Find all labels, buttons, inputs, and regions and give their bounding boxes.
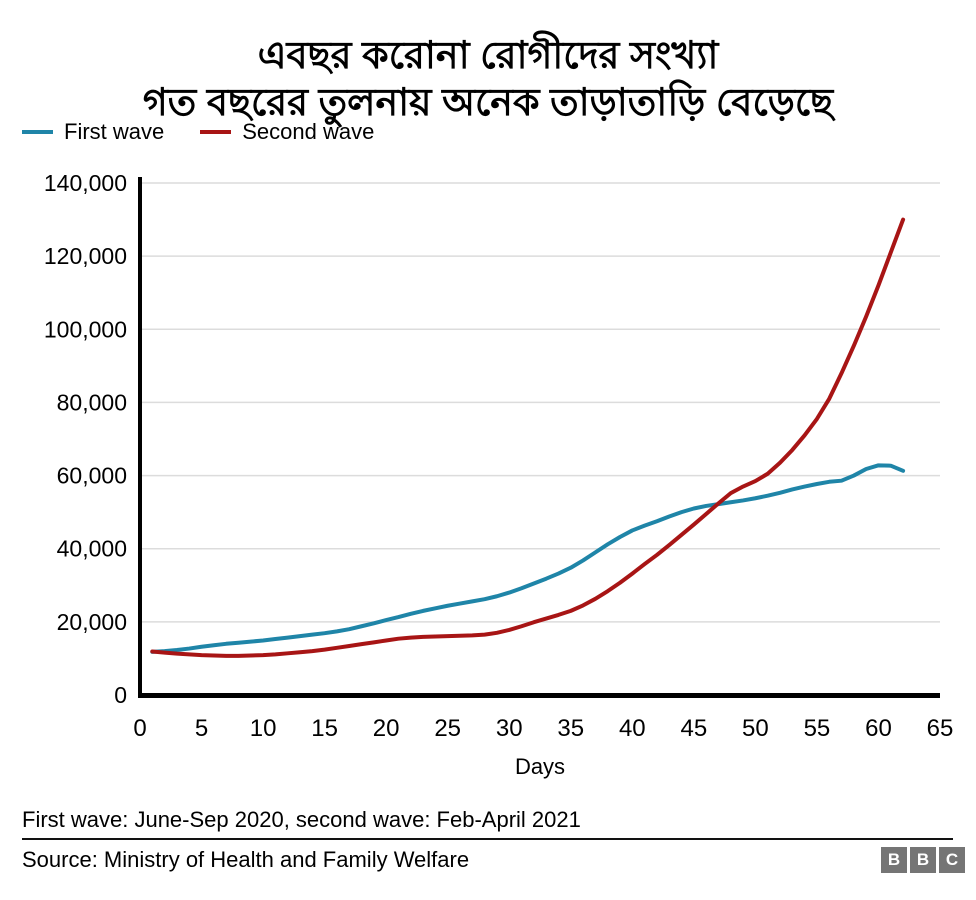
svg-text:15: 15	[311, 715, 338, 742]
svg-text:60,000: 60,000	[57, 463, 127, 489]
svg-text:140,000: 140,000	[44, 170, 127, 196]
legend-item-second-wave: Second wave	[200, 119, 374, 145]
first-wave-line-swatch	[22, 130, 53, 134]
bbc-logo-letter: B	[881, 847, 907, 873]
svg-text:120,000: 120,000	[44, 243, 127, 269]
svg-text:40: 40	[619, 715, 646, 742]
svg-text:25: 25	[434, 715, 461, 742]
svg-text:0: 0	[133, 715, 146, 742]
svg-text:45: 45	[680, 715, 707, 742]
legend: First wave Second wave	[22, 119, 410, 145]
svg-text:55: 55	[804, 715, 831, 742]
chart-footnote: First wave: June-Sep 2020, second wave: …	[22, 807, 581, 832]
chart-title-line2: গত বছরের তুলনায় অনেক তাড়াতাড়ি বেড়েছে	[142, 82, 834, 125]
legend-label-first-wave: First wave	[64, 119, 165, 144]
source-credit: Source: Ministry of Health and Family We…	[22, 847, 470, 872]
svg-text:80,000: 80,000	[57, 389, 127, 415]
second-wave-line-swatch	[200, 130, 232, 134]
svg-text:20,000: 20,000	[57, 609, 127, 635]
chart-title: এবছর করোনা রোগীদের সংখ্যা গত বছরের তুলনা…	[0, 33, 976, 127]
line-chart-canvas: 0 20,000 40,000 60,000 80,000 100,000 120,000 1…	[44, 170, 954, 779]
svg-text:5: 5	[195, 715, 208, 742]
svg-text:35: 35	[557, 715, 584, 742]
legend-item-first-wave: First wave	[22, 119, 164, 145]
bbc-logo-letter: C	[939, 847, 965, 873]
footer-divider	[22, 838, 953, 840]
legend-label-second-wave: Second wave	[242, 119, 375, 144]
svg-text:Days: Days	[515, 754, 565, 779]
svg-text:65: 65	[927, 715, 954, 742]
footer-row: Source: Ministry of Health and Family We…	[22, 847, 965, 873]
bbc-logo-letter: B	[910, 847, 936, 873]
svg-text:100,000: 100,000	[44, 316, 127, 342]
line-chart: 0 20,000 40,000 60,000 80,000 100,000 120,000 1…	[0, 170, 976, 790]
svg-text:0: 0	[114, 682, 127, 708]
svg-text:10: 10	[250, 715, 277, 742]
svg-text:60: 60	[865, 715, 892, 742]
chart-title-line1: এবছর করোনা রোগীদের সংখ্যা	[257, 35, 719, 78]
svg-text:40,000: 40,000	[57, 536, 127, 562]
svg-text:30: 30	[496, 715, 523, 742]
svg-text:20: 20	[373, 715, 400, 742]
svg-text:50: 50	[742, 715, 769, 742]
bbc-logo: B B C	[881, 847, 965, 873]
